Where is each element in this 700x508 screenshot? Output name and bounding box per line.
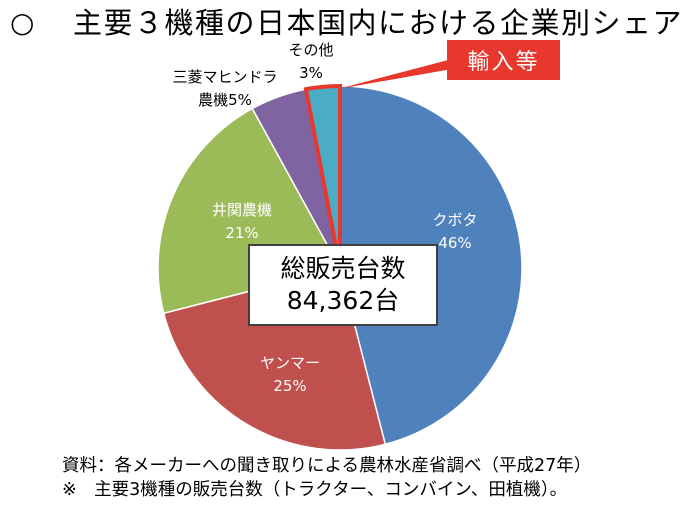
data-label-iseki-line-2: 21% bbox=[225, 224, 258, 242]
title-row: ○ 主要３機種の日本国内における企業別シェア bbox=[8, 3, 698, 43]
title-bullet: ○ bbox=[10, 6, 35, 39]
data-label-kubota: クボタ 46% bbox=[432, 211, 477, 252]
page-title: 主要３機種の日本国内における企業別シェア bbox=[73, 6, 684, 40]
callout-box: 輸入等 bbox=[447, 40, 560, 80]
data-label-yanmar: ヤンマー 25% bbox=[260, 354, 320, 395]
data-labels: クボタ 46% ヤンマー 25% 井関農機 21% 三菱マヒンドラ農機5% その他 3% bbox=[172, 41, 477, 395]
data-label-mitsubishi-mahindra-line-2: 農機5% bbox=[198, 91, 252, 109]
callout-pointer bbox=[338, 59, 452, 89]
total-sales-box: 総販売台数 84,362台 bbox=[248, 244, 438, 326]
data-label-mitsubishi-mahindra-line-1: 三菱マヒンドラ bbox=[172, 68, 277, 86]
total-sales-value: 84,362台 bbox=[286, 286, 400, 315]
data-label-yanmar-line-2: 25% bbox=[273, 377, 306, 395]
data-label-other: その他 3% bbox=[288, 41, 333, 82]
footer-notes: 資料：各メーカーへの聞き取りによる農林水産省調べ（平成27年） ※ 主要3機種の… bbox=[62, 454, 692, 502]
data-label-iseki-line-1: 井関農機 bbox=[212, 201, 272, 219]
data-label-kubota-line-2: 46% bbox=[438, 234, 471, 252]
data-label-yanmar-line-1: ヤンマー bbox=[260, 354, 320, 372]
data-label-other-line-1: その他 bbox=[288, 41, 333, 59]
total-sales-label: 総販売台数 bbox=[280, 254, 406, 283]
source-note: 資料：各メーカーへの聞き取りによる農林水産省調べ（平成27年） bbox=[62, 456, 592, 476]
data-label-mitsubishi-mahindra: 三菱マヒンドラ農機5% bbox=[172, 68, 277, 109]
data-label-iseki: 井関農機 21% bbox=[212, 201, 272, 242]
highlight-outline bbox=[303, 83, 342, 269]
scope-note: ※ 主要3機種の販売台数（トラクター、コンバイン、田植機）。 bbox=[62, 480, 568, 500]
data-label-other-line-2: 3% bbox=[299, 64, 323, 82]
data-label-kubota-line-1: クボタ bbox=[432, 211, 477, 229]
